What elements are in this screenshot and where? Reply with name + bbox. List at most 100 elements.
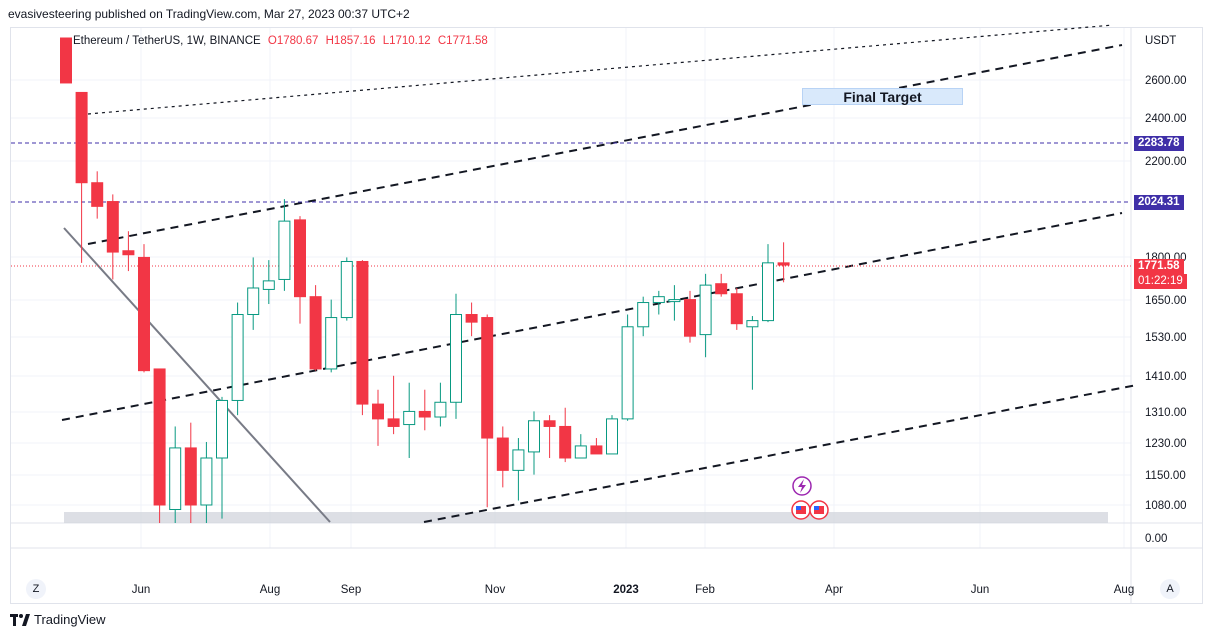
candle-body [481,317,494,439]
candle-body [465,314,478,323]
ohlc-low: L1710.12 [382,35,431,47]
candle-body [122,250,135,256]
candle-body [668,299,681,303]
candle-body [294,219,306,298]
price-tick-label: 1150.00 [1145,470,1186,482]
countdown-tag: 01:22:19 [1134,274,1187,289]
price-tick-label: 2600.00 [1145,75,1187,87]
axis-currency-label: USDT [1145,35,1176,47]
candle-body [777,262,790,266]
time-tick-label: Aug [1114,584,1134,596]
candle-body [60,37,72,84]
price-tick-label: 1530.00 [1145,332,1187,344]
time-tick-label: 2023 [613,584,639,596]
flag-canton-icon [796,506,801,510]
grid [11,28,1203,604]
candle-body [184,447,197,506]
price-tick-label: 1650.00 [1145,295,1187,307]
candle-body [138,256,150,372]
candle-body [356,260,369,405]
level-tag-low: 2024.31 [1134,195,1184,210]
price-tick-label: 1230.00 [1145,438,1187,450]
level-tag-high: 2283.78 [1134,136,1184,151]
time-tick-label: Feb [695,584,715,596]
volume-band-rect [64,512,1108,523]
ohlc-open: O1780.67 [267,35,319,47]
candle-body [434,401,447,418]
volume-band [64,512,1108,523]
final-target-text: Final Target [843,89,922,105]
candle-body [418,410,431,418]
downtrend-line [63,227,331,523]
candle-body [340,260,353,319]
ohlc-high: H1857.16 [325,35,376,47]
candle-body [559,425,572,459]
publisher-line: evasivesteering published on TradingView… [8,7,410,21]
candle-body [621,326,634,420]
candle-body [652,296,665,304]
candle-body [387,418,400,427]
symbol-title: Ethereum / TetherUS, 1W, BINANCE [73,35,261,47]
tradingview-logo[interactable]: TradingView [10,612,106,627]
time-tick-label: Jun [971,584,990,596]
channel-line-middle [61,212,1123,421]
candle-body [590,445,603,455]
candle-body [262,280,275,290]
candle-body [216,399,228,459]
candle-body [169,447,182,511]
candle-body [153,368,166,506]
candle-body [512,449,525,471]
symbol-legend: Ethereum / TetherUS, 1W, BINANCE O1780.6… [73,35,492,47]
price-tick-label: 2400.00 [1145,113,1187,125]
time-axis[interactable]: Jun Aug Sep Nov 2023 Feb Apr Jun Aug [132,584,1135,596]
chart-frame[interactable] [10,27,1203,604]
price-tick-label: 0.00 [1145,533,1167,545]
candle-body [75,91,88,184]
candle-body [91,182,104,207]
price-tick-label: 1080.00 [1145,500,1187,512]
time-tick-label: Apr [825,584,843,596]
trend-lines[interactable] [11,24,1138,523]
candle-body [278,220,291,280]
candle-body [309,296,322,370]
candle-body [325,317,338,370]
candle-body [372,403,384,420]
candle-body [543,420,556,427]
candle-body [496,437,509,471]
ohlc-close: C1771.58 [437,35,488,47]
candle-body [247,287,260,316]
candle-body [200,457,213,506]
channel-line-bottom [423,384,1138,523]
candle-body [762,262,774,322]
scale-left-button[interactable]: Z [26,579,46,599]
time-tick-label: Nov [485,584,506,596]
candle-body [730,293,743,325]
candle-body [450,314,462,403]
price-tick-label: 2200.00 [1145,156,1187,168]
candle-body [606,418,618,455]
candle-body [106,201,119,253]
price-tick-label: 1410.00 [1145,371,1187,383]
price-axis[interactable]: USDT2600.002400.002200.001800.001650.001… [1145,35,1187,545]
final-target-label[interactable]: Final Target [802,88,963,105]
flag-canton-icon [814,506,819,510]
candle-body [746,320,759,328]
candle-body [574,445,587,459]
tradingview-logo-text: TradingView [34,612,106,627]
channel-line-top [87,44,1123,245]
time-tick-label: Sep [341,584,361,596]
candle-body [637,302,650,328]
candle-body [699,284,712,336]
auto-scale-button[interactable]: A [1160,579,1180,599]
candles [60,37,790,523]
candle-body [715,283,728,295]
tradingview-logo-icon [10,613,30,626]
time-tick-label: Jun [132,584,151,596]
last-price-tag: 1771.58 [1134,259,1184,274]
price-tick-label: 1310.00 [1145,407,1187,419]
time-tick-label: Aug [260,584,280,596]
candle-body [403,410,416,426]
candle-body [684,299,696,337]
overlays [791,476,829,520]
